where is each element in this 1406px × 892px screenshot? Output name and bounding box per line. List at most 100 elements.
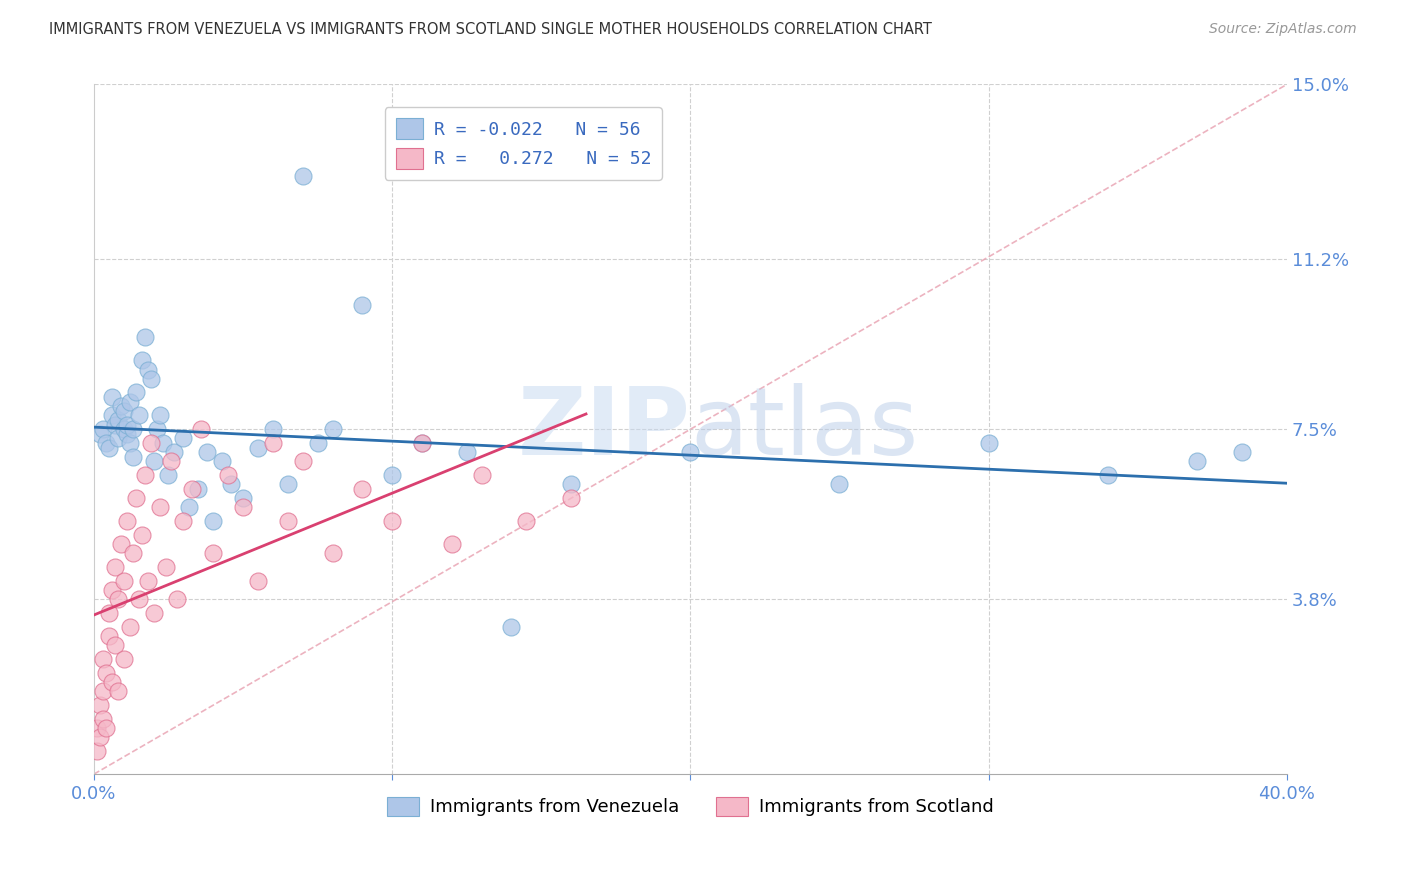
- Point: [118, 620, 141, 634]
- Point: [86, 744, 108, 758]
- Point: [172, 432, 194, 446]
- Point: [101, 409, 124, 423]
- Point: [190, 422, 212, 436]
- Text: atlas: atlas: [690, 384, 918, 475]
- Point: [471, 468, 494, 483]
- Point: [97, 606, 120, 620]
- Point: [142, 606, 165, 620]
- Point: [262, 422, 284, 436]
- Point: [125, 385, 148, 400]
- Point: [110, 537, 132, 551]
- Point: [139, 436, 162, 450]
- Point: [94, 721, 117, 735]
- Point: [97, 629, 120, 643]
- Point: [136, 574, 159, 588]
- Point: [136, 362, 159, 376]
- Point: [515, 514, 537, 528]
- Point: [112, 652, 135, 666]
- Point: [411, 436, 433, 450]
- Legend: Immigrants from Venezuela, Immigrants from Scotland: Immigrants from Venezuela, Immigrants fr…: [380, 790, 1001, 823]
- Point: [163, 445, 186, 459]
- Point: [219, 477, 242, 491]
- Point: [246, 574, 269, 588]
- Point: [202, 546, 225, 560]
- Point: [110, 399, 132, 413]
- Point: [118, 436, 141, 450]
- Point: [440, 537, 463, 551]
- Point: [148, 500, 170, 515]
- Point: [89, 731, 111, 745]
- Point: [125, 491, 148, 506]
- Point: [411, 436, 433, 450]
- Point: [118, 394, 141, 409]
- Point: [262, 436, 284, 450]
- Point: [501, 620, 523, 634]
- Point: [232, 491, 254, 506]
- Point: [232, 500, 254, 515]
- Point: [91, 422, 114, 436]
- Point: [107, 432, 129, 446]
- Point: [977, 436, 1000, 450]
- Point: [291, 169, 314, 184]
- Point: [277, 514, 299, 528]
- Point: [155, 560, 177, 574]
- Point: [160, 454, 183, 468]
- Point: [145, 422, 167, 436]
- Point: [246, 441, 269, 455]
- Point: [277, 477, 299, 491]
- Point: [352, 298, 374, 312]
- Point: [89, 698, 111, 713]
- Point: [86, 721, 108, 735]
- Point: [104, 417, 127, 432]
- Point: [202, 514, 225, 528]
- Point: [107, 413, 129, 427]
- Point: [187, 482, 209, 496]
- Point: [195, 445, 218, 459]
- Point: [1230, 445, 1253, 459]
- Point: [128, 409, 150, 423]
- Point: [152, 436, 174, 450]
- Point: [121, 546, 143, 560]
- Point: [679, 445, 702, 459]
- Point: [560, 491, 582, 506]
- Point: [104, 560, 127, 574]
- Point: [217, 468, 239, 483]
- Point: [166, 592, 188, 607]
- Point: [1097, 468, 1119, 483]
- Point: [456, 445, 478, 459]
- Point: [381, 514, 404, 528]
- Point: [1187, 454, 1209, 468]
- Point: [181, 482, 204, 496]
- Point: [101, 675, 124, 690]
- Point: [307, 436, 329, 450]
- Text: ZIP: ZIP: [517, 384, 690, 475]
- Point: [131, 528, 153, 542]
- Point: [291, 454, 314, 468]
- Point: [172, 514, 194, 528]
- Point: [91, 684, 114, 698]
- Point: [321, 546, 343, 560]
- Point: [381, 468, 404, 483]
- Point: [107, 592, 129, 607]
- Point: [139, 372, 162, 386]
- Point: [107, 684, 129, 698]
- Point: [94, 436, 117, 450]
- Point: [91, 652, 114, 666]
- Point: [131, 353, 153, 368]
- Point: [134, 468, 156, 483]
- Point: [89, 426, 111, 441]
- Point: [91, 712, 114, 726]
- Point: [115, 426, 138, 441]
- Point: [104, 639, 127, 653]
- Point: [101, 390, 124, 404]
- Point: [157, 468, 180, 483]
- Point: [321, 422, 343, 436]
- Point: [112, 574, 135, 588]
- Point: [94, 665, 117, 680]
- Point: [121, 450, 143, 464]
- Text: Source: ZipAtlas.com: Source: ZipAtlas.com: [1209, 22, 1357, 37]
- Point: [134, 330, 156, 344]
- Point: [560, 477, 582, 491]
- Point: [179, 500, 201, 515]
- Point: [128, 592, 150, 607]
